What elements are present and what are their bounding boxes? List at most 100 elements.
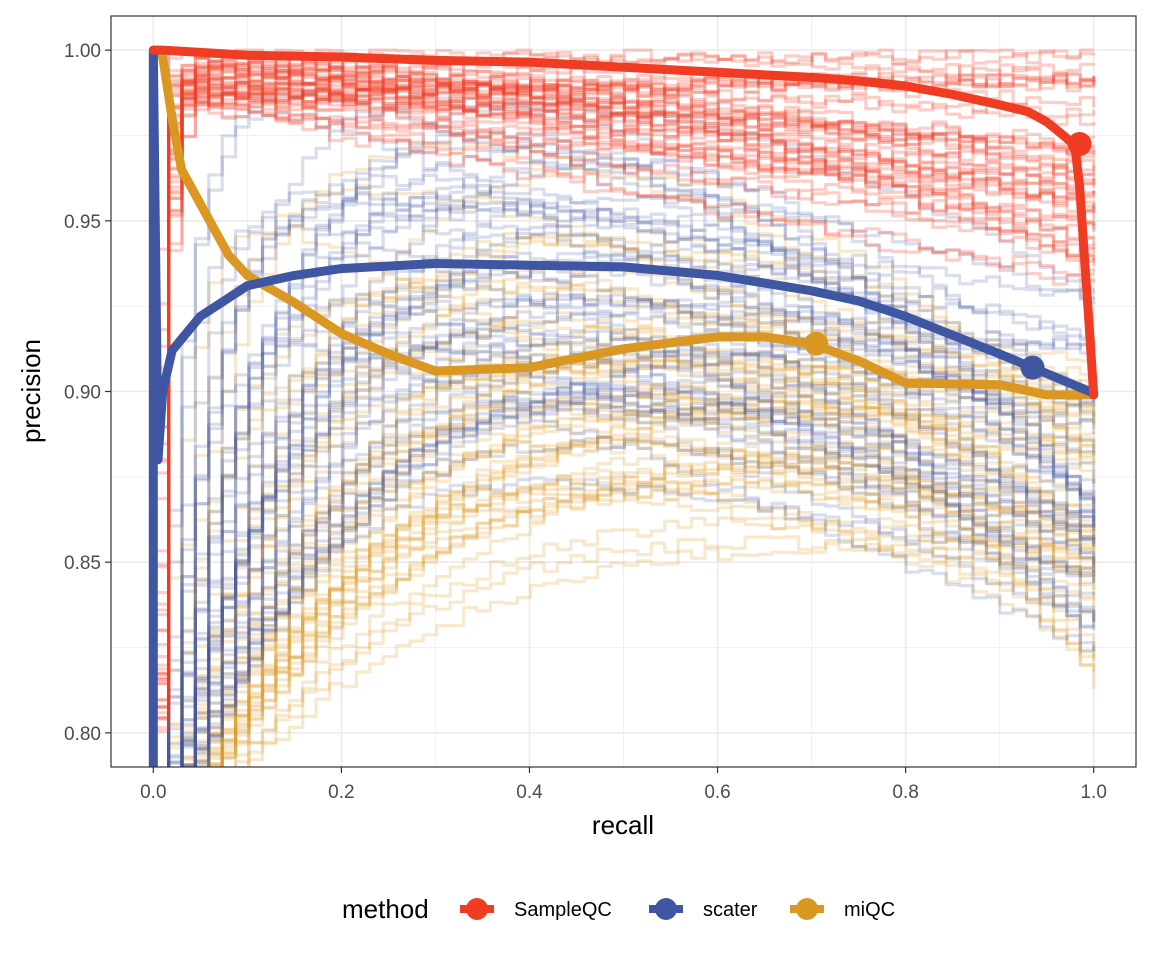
sample-curve <box>207 400 1096 767</box>
series-point-miqc <box>804 331 829 356</box>
sample-curve <box>207 432 1096 767</box>
x-tick-label: 0.6 <box>704 782 730 803</box>
legend-key-point-miqc <box>796 898 818 920</box>
sample-curve <box>180 207 1096 767</box>
series-point-scater <box>1020 355 1045 380</box>
y-tick-label: 0.80 <box>64 724 101 745</box>
x-tick-label: 0.4 <box>516 782 543 803</box>
sample-curve <box>155 92 1096 553</box>
sample-curve <box>193 400 1096 767</box>
sample-curve <box>207 461 1096 767</box>
sample-curve <box>155 49 1096 370</box>
sample-curve <box>167 184 1096 767</box>
sample-curve <box>193 394 1096 767</box>
sample-curve <box>193 325 1096 767</box>
sample-curve <box>193 487 1096 767</box>
sample-curve <box>167 183 1096 767</box>
sample-curve <box>155 104 1096 676</box>
legend-title: method <box>342 894 429 924</box>
sample-curve <box>167 173 1096 767</box>
legend: method SampleQC scater miQC <box>342 894 895 924</box>
sample-curve <box>167 224 1096 767</box>
sample-curve <box>155 57 1096 685</box>
sample-curve <box>155 61 1096 682</box>
sample-curve <box>167 324 1096 767</box>
sample-curve <box>207 375 1096 767</box>
legend-item-miqc: miQC <box>790 898 895 921</box>
sample-curve <box>234 433 1096 767</box>
sample-curve <box>167 342 1096 767</box>
sample-curve <box>180 320 1096 767</box>
sample-curve <box>155 61 1096 475</box>
sample-curve <box>155 90 1096 730</box>
sample-curve <box>155 74 1096 254</box>
major-gridlines <box>111 16 1136 767</box>
sample-curve <box>193 401 1096 767</box>
sample-curve <box>180 311 1096 767</box>
sample-curve <box>155 87 1096 667</box>
sample-curve <box>167 292 1096 767</box>
sample-curve <box>193 476 1096 767</box>
sample-curve <box>193 407 1096 767</box>
series-point-sampleqc <box>1067 132 1092 157</box>
y-axis-title: precision <box>16 339 46 443</box>
legend-item-scater: scater <box>649 898 758 921</box>
sample-curve <box>207 439 1096 767</box>
sample-curve <box>180 305 1096 767</box>
sample-curve <box>180 266 1096 767</box>
legend-label-scater: scater <box>703 899 758 921</box>
sample-curve <box>193 387 1096 767</box>
sample-curve <box>155 48 1096 429</box>
y-tick-label: 0.85 <box>64 553 101 574</box>
sample-curve <box>155 83 1096 671</box>
sample-curve <box>180 341 1096 767</box>
sample-curve <box>155 67 1096 647</box>
sample-curve <box>193 329 1096 767</box>
sample-curve <box>207 448 1096 767</box>
sample-curve <box>155 93 1096 659</box>
legend-label-miqc: miQC <box>844 899 895 921</box>
sample-curve <box>180 331 1096 767</box>
sample-curve <box>208 471 1096 767</box>
sample-curve <box>155 77 1096 612</box>
sample-curve <box>220 445 1096 767</box>
x-tick-label: 0.2 <box>328 782 354 803</box>
sample-curve <box>234 535 1096 767</box>
sample-curve <box>155 64 1096 720</box>
sample-curve <box>155 72 1096 702</box>
sample-curve <box>167 130 1096 767</box>
sample-curve <box>193 386 1096 767</box>
sample-curve <box>155 81 1096 595</box>
sample-curve <box>180 229 1096 767</box>
sample-curve <box>155 81 1096 632</box>
sample-curve <box>167 215 1096 767</box>
sample-curve <box>155 60 1096 606</box>
y-tick-label: 0.90 <box>64 383 101 404</box>
sample-curve <box>167 138 1096 767</box>
sample-curve <box>207 316 1096 767</box>
legend-item-sampleqc: SampleQC <box>460 898 612 921</box>
sample-curve <box>193 378 1096 767</box>
x-axis-title: recall <box>592 810 654 840</box>
sample-curve <box>220 481 1096 767</box>
sample-curve <box>180 232 1096 767</box>
sample-curve <box>167 363 1096 767</box>
sample-curve <box>155 94 1096 381</box>
series-line-scater <box>148 45 1099 767</box>
sample-curve <box>180 234 1096 767</box>
sample-curve <box>247 538 1096 767</box>
minor-gridlines <box>111 16 1136 767</box>
sample-curve <box>155 69 1096 721</box>
sample-curve <box>247 516 1096 767</box>
sample-curve <box>180 223 1096 767</box>
sample-curve <box>193 354 1096 767</box>
sample-curve <box>155 51 1096 429</box>
mean-curves <box>148 45 1099 767</box>
sample-curve <box>180 326 1096 767</box>
x-axis-ticks: 0.0 0.2 0.4 0.6 0.8 1.0 <box>140 767 1107 803</box>
sample-curve <box>193 438 1096 767</box>
sample-curve <box>180 249 1096 767</box>
sample-curve <box>207 358 1096 767</box>
sample-curve <box>180 284 1096 767</box>
